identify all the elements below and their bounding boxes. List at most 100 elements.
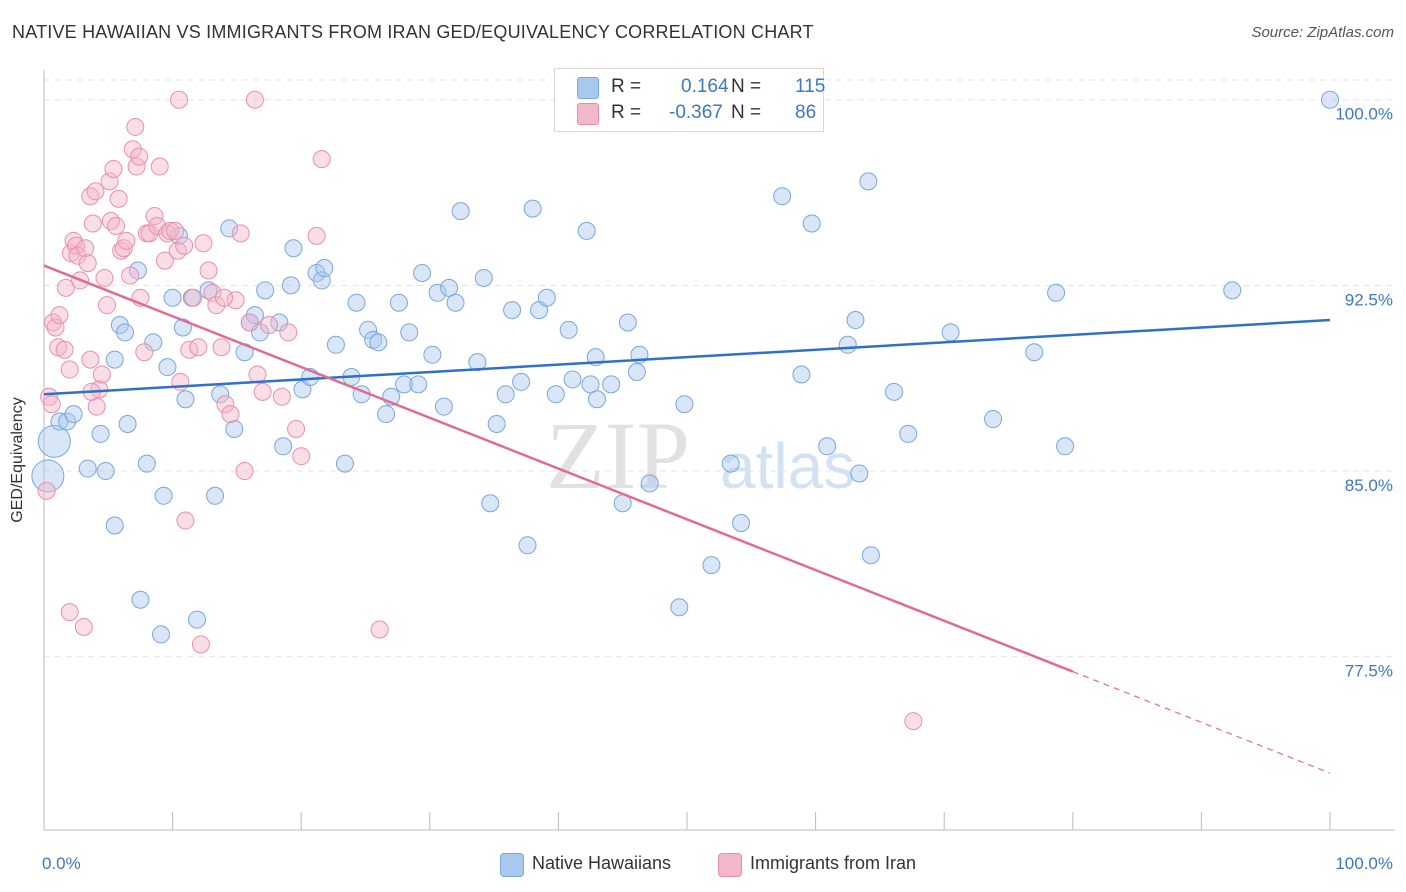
point-immigrant-iran — [60, 360, 79, 379]
point-native-hawaiian — [220, 219, 239, 238]
point-native-hawaiian — [941, 323, 960, 342]
point-native-hawaiian — [440, 278, 459, 297]
point-native-hawaiian — [389, 293, 408, 312]
point-native-hawaiian — [1321, 90, 1339, 109]
point-native-hawaiian — [1223, 281, 1242, 300]
point-immigrant-iran — [109, 189, 128, 208]
legend-r-label: R = — [611, 102, 642, 123]
point-native-hawaiian — [446, 293, 465, 312]
point-native-hawaiian — [675, 395, 694, 414]
y-tick-label: 77.5% — [1345, 662, 1393, 681]
stats-legend: R = 0.164 N = 115 R = -0.367 N = 86 — [554, 68, 825, 132]
point-native-hawaiian — [131, 590, 150, 609]
point-immigrant-iran — [161, 221, 180, 240]
bottom-legend-label: Native Hawaiians — [532, 853, 672, 873]
point-native-hawaiian — [559, 320, 578, 339]
chart-title: NATIVE HAWAIIAN VS IMMIGRANTS FROM IRAN … — [12, 22, 814, 42]
point-immigrant-iran — [107, 216, 126, 235]
point-native-hawaiian — [359, 320, 378, 339]
point-immigrant-iran — [240, 313, 259, 332]
point-immigrant-iran — [101, 212, 120, 231]
watermark-atlas: atlas — [720, 430, 855, 502]
point-native-hawaiian — [602, 375, 621, 394]
point-native-hawaiian — [158, 358, 177, 377]
point-immigrant-iran — [307, 226, 326, 245]
point-immigrant-iran — [135, 343, 154, 362]
point-native-hawaiian — [546, 385, 565, 404]
point-native-hawaiian — [512, 372, 531, 391]
point-native-hawaiian — [537, 288, 556, 307]
point-native-hawaiian — [50, 412, 69, 431]
point-native-hawaiian — [846, 311, 865, 330]
trend-line-immigrants-iran — [43, 264, 1074, 673]
point-immigrant-iran — [83, 214, 102, 233]
point-native-hawaiian — [899, 424, 918, 443]
x-tick-label: 100.0% — [1335, 854, 1393, 873]
point-native-hawaiian — [563, 370, 582, 389]
watermark: ZIP atlas — [546, 402, 855, 509]
trend-line-native-hawaiians — [43, 318, 1331, 396]
point-native-hawaiian — [64, 405, 83, 424]
point-native-hawaiian — [481, 494, 500, 513]
point-native-hawaiian — [369, 333, 388, 352]
point-native-hawaiian — [468, 353, 487, 372]
point-native-hawaiian — [618, 313, 637, 332]
point-native-hawaiian — [861, 546, 880, 565]
point-native-hawaiian — [1047, 283, 1066, 302]
point-native-hawaiian — [206, 486, 225, 505]
point-native-hawaiian — [670, 598, 689, 617]
point-immigrant-iran — [117, 231, 136, 250]
point-native-hawaiian — [31, 459, 65, 493]
point-native-hawaiian — [773, 187, 792, 206]
point-native-hawaiian — [347, 293, 366, 312]
point-immigrant-iran — [44, 313, 63, 332]
point-native-hawaiian — [211, 385, 230, 404]
point-native-hawaiian — [721, 454, 740, 473]
point-native-hawaiian — [284, 239, 303, 258]
trend-lines — [43, 264, 1331, 774]
point-immigrant-iran — [170, 90, 189, 109]
point-immigrant-iran — [166, 221, 185, 240]
point-immigrant-iran — [199, 261, 218, 280]
point-immigrant-iran — [37, 481, 56, 500]
point-immigrant-iran — [121, 266, 140, 285]
legend-n-value: 86 — [795, 102, 817, 123]
point-immigrant-iran — [287, 419, 306, 438]
point-immigrant-iran — [226, 291, 245, 310]
trend-line-immigrants-iran-extension — [1072, 671, 1331, 774]
legend-n-label: N = — [731, 102, 762, 123]
y-tick-label: 92.5% — [1345, 290, 1393, 309]
point-immigrant-iran — [189, 338, 208, 357]
point-native-hawaiian — [487, 415, 506, 434]
point-native-hawaiian — [274, 437, 293, 456]
point-native-hawaiian — [315, 259, 334, 278]
point-immigrant-iran — [56, 278, 75, 297]
point-native-hawaiian — [364, 330, 383, 349]
point-native-hawaiian — [503, 301, 522, 320]
point-immigrant-iran — [76, 239, 95, 258]
point-immigrant-iran — [55, 340, 74, 359]
point-native-hawaiian — [188, 610, 207, 629]
point-immigrant-iran — [130, 147, 149, 166]
point-native-hawaiian — [116, 323, 135, 342]
point-immigrant-iran — [231, 224, 250, 243]
point-native-hawaiian — [400, 323, 419, 342]
point-native-hawaiian — [105, 516, 124, 535]
point-native-hawaiian — [474, 268, 493, 287]
point-immigrant-iran — [74, 618, 93, 637]
y-tick-label: 85.0% — [1345, 476, 1393, 495]
point-native-hawaiian — [859, 172, 878, 191]
data-points — [31, 90, 1339, 731]
point-immigrant-iran — [98, 296, 117, 315]
point-native-hawaiian — [523, 199, 542, 218]
point-immigrant-iran — [78, 254, 97, 273]
point-native-hawaiian — [377, 405, 396, 424]
point-native-hawaiian — [163, 288, 182, 307]
point-native-hawaiian — [326, 335, 345, 354]
point-native-hawaiian — [984, 410, 1003, 429]
point-native-hawaiian — [496, 385, 515, 404]
point-native-hawaiian — [627, 363, 646, 382]
point-immigrant-iran — [112, 241, 131, 260]
point-immigrant-iran — [260, 315, 279, 334]
